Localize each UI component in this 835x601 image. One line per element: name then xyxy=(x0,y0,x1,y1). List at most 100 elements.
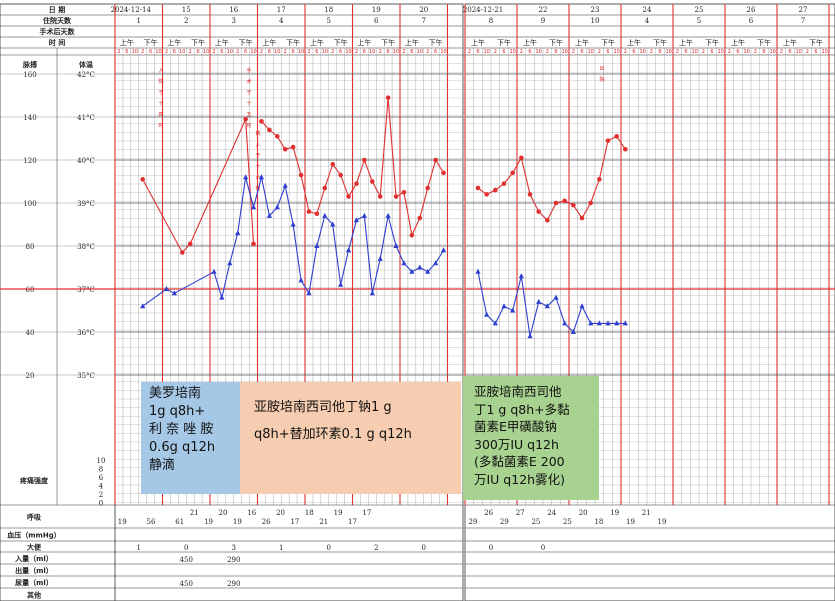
annotation-3-line: 万IU q12h雾化) xyxy=(474,471,565,487)
lower-row-label: 疼痛强度 xyxy=(20,476,49,485)
temperature-point xyxy=(306,290,312,296)
hour-tick: 10 xyxy=(298,49,304,55)
pulse-point xyxy=(409,232,415,238)
temperature-tick: 40°C xyxy=(77,157,95,165)
hour-tick: 10 xyxy=(179,49,185,55)
annotation-box-1: 美罗培南 1g q8h+ 利 奈 唑 胺 0.6g q12h 静滴 xyxy=(141,382,240,494)
respiration-cell: 19 xyxy=(334,509,343,517)
date-cell: 25 xyxy=(695,6,704,14)
hour-tick: 10 xyxy=(274,49,280,55)
hour-tick: 10 xyxy=(203,49,209,55)
pain-tick: 6 xyxy=(99,474,104,482)
vertical-note: 时 xyxy=(158,122,163,129)
pulse-point xyxy=(322,185,328,191)
hospital-day-cell: 4 xyxy=(279,17,284,25)
hospital-day-cell: 6 xyxy=(749,17,754,25)
hour-tick: 2 xyxy=(189,49,192,55)
pulse-tick: 40 xyxy=(26,329,35,337)
respiration-cell: 27 xyxy=(516,509,525,517)
temperature-tick: 36°C xyxy=(77,329,95,337)
ampm-cell: 下午 xyxy=(757,38,771,47)
temperature-point xyxy=(544,303,550,309)
hospital-day-cell: 7 xyxy=(422,17,426,25)
hour-tick: 6 xyxy=(268,49,271,55)
temperature-point xyxy=(401,260,407,266)
ampm-cell: 下午 xyxy=(809,38,823,47)
pulse-point xyxy=(330,162,336,167)
pulse-point xyxy=(605,138,611,143)
lower-row-label: 入量（ml） xyxy=(14,554,53,563)
hour-tick: 6 xyxy=(476,49,479,55)
hospital-day-cell: 8 xyxy=(489,17,493,25)
hour-tick: 6 xyxy=(632,49,635,55)
temperature-point xyxy=(501,303,507,309)
respiration-cell: 19 xyxy=(626,518,635,526)
hour-tick: 2 xyxy=(426,49,429,55)
hour-tick: 10 xyxy=(535,49,541,55)
ampm-cell: 上午 xyxy=(357,38,371,47)
vertical-note: 于 xyxy=(255,153,260,159)
respiration-cell: 19 xyxy=(658,518,667,526)
pulse-tick: 140 xyxy=(23,114,36,122)
temperature-point xyxy=(518,273,524,279)
hour-tick: 10 xyxy=(417,49,423,55)
pulse-point xyxy=(579,215,585,221)
pulse-point xyxy=(338,172,343,178)
hour-tick: 6 xyxy=(658,49,661,55)
pulse-point xyxy=(536,209,541,214)
pulse-point xyxy=(597,177,602,182)
pulse-point xyxy=(401,189,407,195)
pulse-label: 脉搏 xyxy=(22,60,37,69)
temperature-point xyxy=(298,277,304,283)
date-cell: 15 xyxy=(182,6,191,14)
vertical-note: 十 xyxy=(255,163,260,170)
lower-row-label: 呼吸 xyxy=(27,513,42,522)
temperature-point xyxy=(345,247,352,253)
hour-tick: 2 xyxy=(702,49,705,55)
hour-tick: 6 xyxy=(220,49,223,55)
hour-tick: 6 xyxy=(173,49,176,55)
respiration-cell: 20 xyxy=(579,509,588,517)
temperature-point xyxy=(527,333,533,339)
respiration-cell: 21 xyxy=(190,509,199,517)
hour-tick: 10 xyxy=(795,49,801,55)
temperature-point xyxy=(282,182,288,188)
respiration-cell: 61 xyxy=(175,518,184,526)
respiration-cell: 16 xyxy=(247,509,256,517)
annotation-1-line: 美罗培南 xyxy=(149,386,202,401)
stool-cell: 0 xyxy=(327,544,331,552)
vertical-note: 术 xyxy=(246,78,251,85)
hour-tick: 2 xyxy=(355,49,358,55)
hour-tick: 6 xyxy=(125,49,128,55)
hour-tick: 2 xyxy=(572,49,575,55)
hour-tick: 2 xyxy=(141,49,144,55)
stool-cell: 2 xyxy=(374,544,378,552)
date-cell: 2024-12-14 xyxy=(111,6,152,14)
hour-tick: 10 xyxy=(155,49,161,55)
vertical-note: 于 xyxy=(246,90,251,96)
pulse-point xyxy=(251,241,256,247)
pulse-point xyxy=(562,198,567,204)
annotation-3-line: 亚胺培南西司他 xyxy=(474,384,562,399)
temperature-point xyxy=(417,264,423,270)
hour-tick: 10 xyxy=(227,49,233,55)
hour-tick: 2 xyxy=(624,49,627,55)
pulse-point xyxy=(493,187,498,193)
date-cell: 20 xyxy=(419,6,428,14)
temperature-point xyxy=(361,212,367,218)
ampm-cell: 下午 xyxy=(549,38,563,47)
hour-tick: 2 xyxy=(650,49,653,55)
temperature-point xyxy=(258,174,265,180)
temperature-point xyxy=(605,320,611,326)
ampm-cell: 上午 xyxy=(523,38,537,47)
temperature-point xyxy=(243,174,249,180)
pulse-point xyxy=(501,181,507,186)
ampm-cell: 上午 xyxy=(215,38,229,47)
respiration-cell: 56 xyxy=(147,518,156,526)
temperature-tick: 35°C xyxy=(77,372,95,380)
temperature-tick: 37°C xyxy=(77,286,95,294)
hour-tick: 10 xyxy=(717,49,723,55)
date-cell: 26 xyxy=(747,6,756,14)
urine-cell: 290 xyxy=(227,580,240,588)
